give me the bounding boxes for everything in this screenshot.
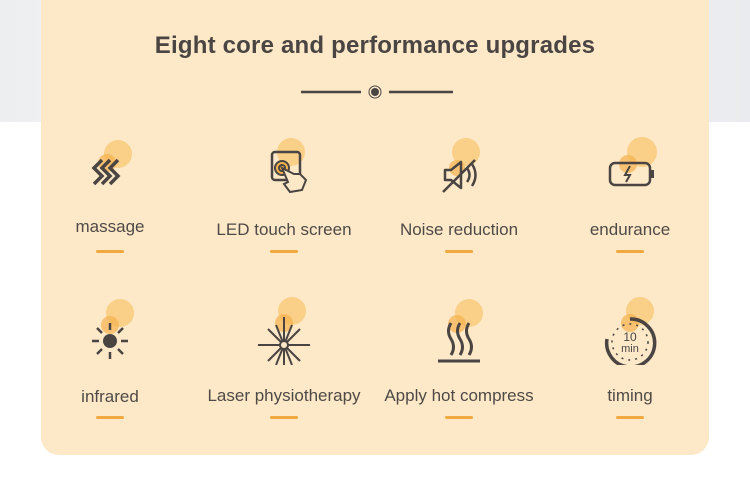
feature-label: massage: [75, 217, 145, 236]
divider-ornament: [301, 85, 453, 99]
feature-label: timing: [607, 386, 653, 405]
touch-screen-icon: [270, 138, 308, 194]
accent-bar: [270, 250, 298, 253]
page-title: Eight core and performance upgrades: [154, 32, 596, 59]
accent-bar: [616, 250, 644, 253]
accent-bar: [270, 416, 298, 419]
laser-burst-icon: [258, 297, 310, 365]
accent-bar: [445, 250, 473, 253]
massage-waves-icon: [91, 140, 132, 186]
feature-label: Apply hot compress: [384, 386, 534, 405]
accent-bar: [96, 416, 124, 419]
heat-waves-icon: [438, 299, 483, 363]
timer-icon: 10 min: [604, 297, 657, 365]
sun-icon: [92, 299, 134, 359]
feature-label: Noise reduction: [399, 220, 519, 239]
feature-label: infrared: [81, 387, 139, 406]
mute-speaker-icon: [442, 138, 480, 193]
battery-icon: [608, 137, 657, 187]
accent-bar: [96, 250, 124, 253]
feature-label: LED touch screen: [216, 220, 352, 239]
feature-label: Laser physiotherapy: [207, 386, 361, 405]
timer-value: 10: [623, 330, 637, 344]
features-card: [41, 0, 709, 455]
feature-label: endurance: [589, 220, 671, 239]
timer-unit: min: [621, 343, 639, 355]
accent-bar: [445, 416, 473, 419]
accent-bar: [616, 416, 644, 419]
